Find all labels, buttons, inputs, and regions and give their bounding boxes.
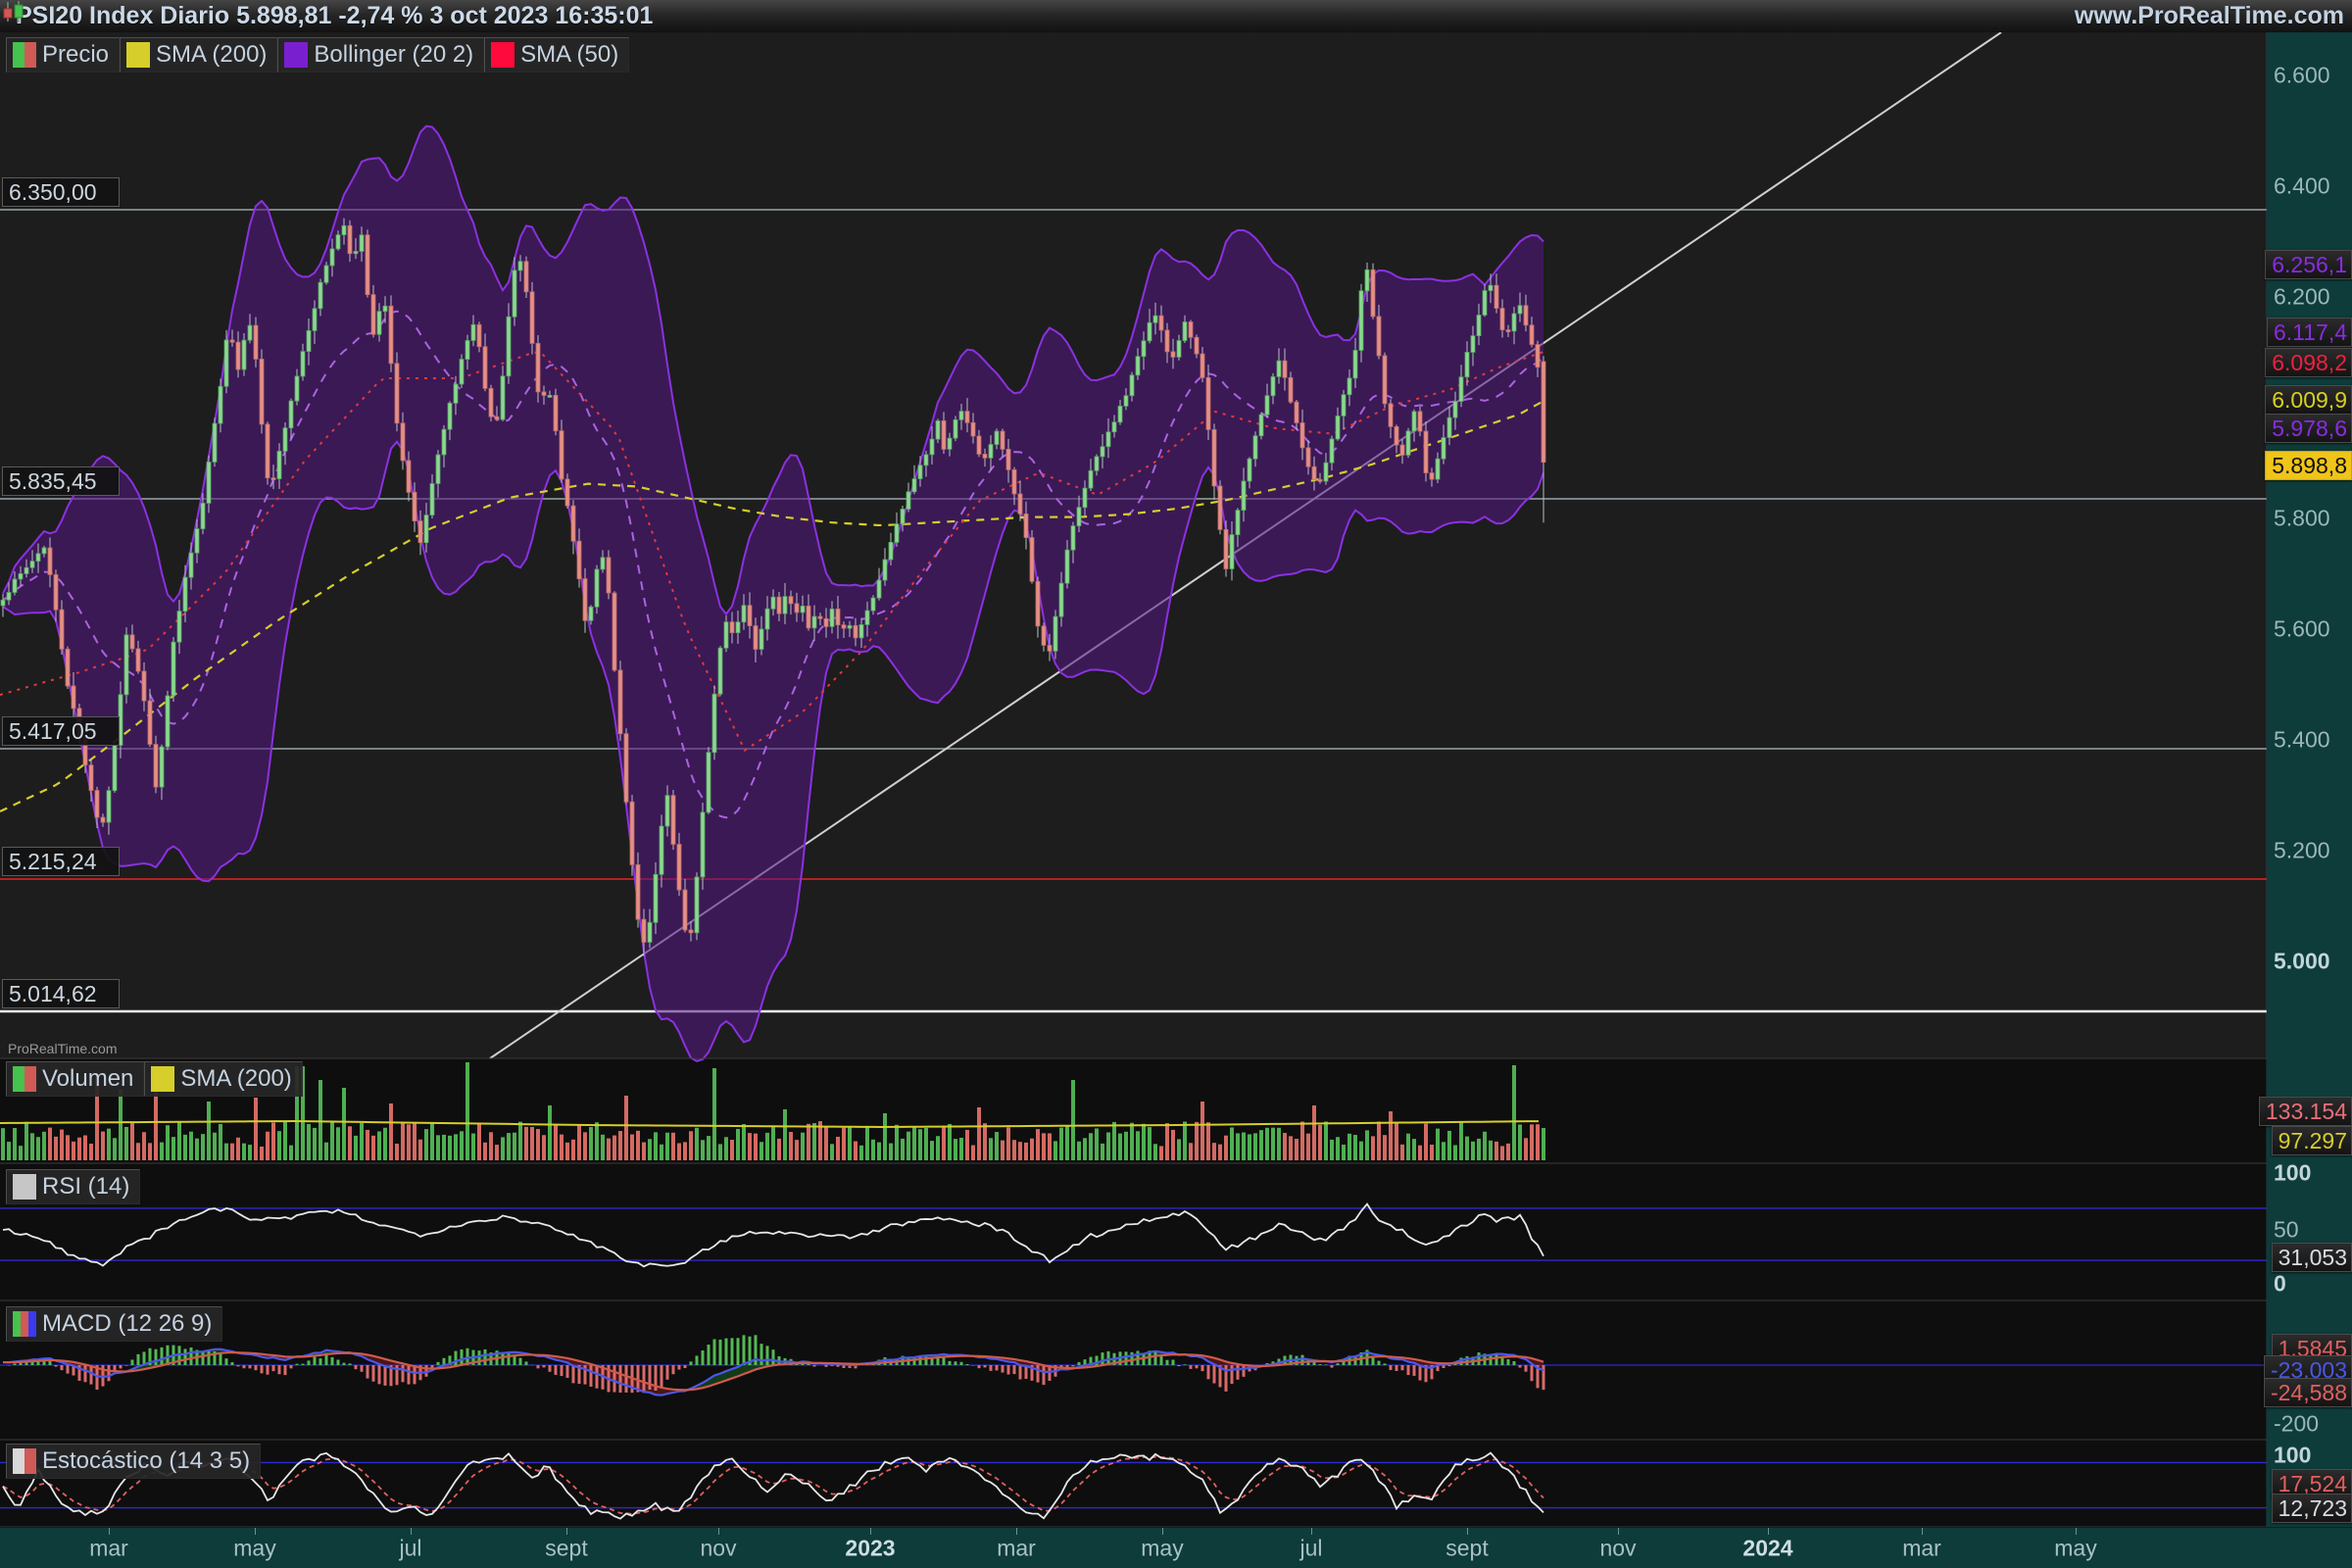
time-axis-tick xyxy=(1618,1528,1619,1535)
instrument-title: PSI20 Index Diario 5.898,81 -2,74 % 3 oc… xyxy=(16,2,654,29)
volume-legend-chip[interactable]: SMA (200) xyxy=(144,1061,303,1097)
time-axis-label: nov xyxy=(1599,1535,1637,1561)
legend-swatch xyxy=(13,1448,36,1474)
indicator-value-tag: 31,053 xyxy=(2271,1243,2352,1272)
price-legend: Precio SMA (200) Bollinger (20 2) SMA (50) xyxy=(6,37,630,73)
price-level-label: 6.350,00 xyxy=(2,177,120,207)
axis-tick-label: 6.400 xyxy=(2274,172,2330,199)
time-axis-label: mar xyxy=(89,1535,128,1561)
legend-label: MACD (12 26 9) xyxy=(42,1310,213,1337)
axis-tick-label: 5.000 xyxy=(2274,948,2330,974)
axis-tick-label: 5.600 xyxy=(2274,615,2330,642)
legend-swatch xyxy=(13,42,36,68)
price-legend-chip[interactable]: Bollinger (20 2) xyxy=(277,37,485,73)
price-tag: 6.098,2 xyxy=(2265,348,2352,377)
axis-tick-label: 5.200 xyxy=(2274,837,2330,863)
time-axis-tick xyxy=(1467,1528,1468,1535)
axis-tick-label: 100 xyxy=(2274,1159,2312,1186)
price-legend-chip[interactable]: Precio xyxy=(6,37,121,73)
legend-label: RSI (14) xyxy=(42,1173,130,1200)
legend-swatch xyxy=(13,1311,36,1337)
time-axis-tick xyxy=(1016,1528,1017,1535)
time-axis-tick xyxy=(870,1528,871,1535)
price-level-label: 5.417,05 xyxy=(2,716,120,746)
legend-swatch xyxy=(151,1066,175,1092)
legend-label: Bollinger (20 2) xyxy=(314,41,474,68)
time-axis-tick xyxy=(566,1528,567,1535)
time-axis-label: mar xyxy=(997,1535,1036,1561)
time-axis-label: sept xyxy=(1446,1535,1489,1561)
price-tag: 6.256,1 xyxy=(2265,250,2352,279)
time-axis-label: may xyxy=(233,1535,276,1561)
price-legend-chip[interactable]: SMA (200) xyxy=(120,37,278,73)
axis-tick-label: 50 xyxy=(2274,1216,2299,1243)
time-axis-tick xyxy=(1162,1528,1163,1535)
time-axis-label: may xyxy=(1141,1535,1184,1561)
title-bar: PSI20 Index Diario 5.898,81 -2,74 % 3 oc… xyxy=(0,0,2352,32)
legend-label: Precio xyxy=(42,41,110,68)
time-axis-label: 2023 xyxy=(845,1535,896,1561)
indicator-value-tag: 97.297 xyxy=(2271,1126,2352,1155)
price-legend-chip[interactable]: SMA (50) xyxy=(484,37,630,73)
watermark: ProRealTime.com xyxy=(8,1041,118,1056)
indicator-value-tag: -24,588 xyxy=(2263,1378,2352,1407)
price-level-label: 5.014,62 xyxy=(2,979,120,1008)
legend-label: SMA (200) xyxy=(156,41,268,68)
time-axis-tick xyxy=(1768,1528,1769,1535)
rsi-legend: RSI (14) xyxy=(6,1169,141,1204)
time-axis-tick xyxy=(255,1528,256,1535)
axis-tick-label: 5.800 xyxy=(2274,505,2330,531)
legend-label: SMA (50) xyxy=(520,41,619,68)
indicator-value-tag: 12,723 xyxy=(2271,1494,2352,1523)
site-link[interactable]: www.ProRealTime.com xyxy=(2074,2,2344,29)
stoch-legend: Estocástico (14 3 5) xyxy=(6,1444,262,1479)
macd-legend: MACD (12 26 9) xyxy=(6,1306,223,1342)
time-axis-label: jul xyxy=(1299,1535,1323,1561)
time-axis-tick xyxy=(411,1528,412,1535)
time-axis-label: mar xyxy=(1902,1535,1941,1561)
price-tag: 5.978,6 xyxy=(2265,414,2352,443)
axis-tick-label: 0 xyxy=(2274,1270,2286,1297)
macd-legend-chip[interactable]: MACD (12 26 9) xyxy=(6,1306,223,1342)
volume-legend: Volumen SMA (200) xyxy=(6,1061,303,1097)
axis-tick-label: 5.400 xyxy=(2274,726,2330,753)
price-level-label: 5.215,24 xyxy=(2,847,120,876)
time-axis-tick xyxy=(109,1528,110,1535)
price-tag: 6.117,4 xyxy=(2266,318,2352,347)
rsi-legend-chip[interactable]: RSI (14) xyxy=(6,1169,141,1204)
legend-label: Estocástico (14 3 5) xyxy=(42,1447,251,1474)
legend-label: SMA (200) xyxy=(180,1065,292,1092)
legend-swatch xyxy=(13,1174,36,1200)
indicator-value-tag: 133.154 xyxy=(2258,1097,2352,1126)
legend-label: Volumen xyxy=(42,1065,134,1092)
time-axis[interactable]: mar may jul sept nov 2023 mar may jul sept nov 2024… xyxy=(0,1527,2352,1568)
axis-tick-label: 100 xyxy=(2274,1442,2312,1468)
time-axis-label: nov xyxy=(700,1535,737,1561)
time-axis-label: 2024 xyxy=(1742,1535,1793,1561)
price-tag: 5.898,8 xyxy=(2265,451,2352,480)
stoch-legend-chip[interactable]: Estocástico (14 3 5) xyxy=(6,1444,262,1479)
legend-swatch xyxy=(126,42,151,68)
axis-tick-label: 6.600 xyxy=(2274,62,2330,88)
price-level-label: 5.835,45 xyxy=(2,466,120,496)
price-tag: 6.009,9 xyxy=(2265,385,2352,415)
price-axis[interactable]: 6.600 6.400 6.200 5.800 5.600 5.400 5.200 5.000… xyxy=(2267,32,2352,1527)
time-axis-tick xyxy=(2076,1528,2077,1535)
axis-tick-label: -200 xyxy=(2274,1410,2320,1437)
time-axis-label: may xyxy=(2054,1535,2097,1561)
legend-swatch xyxy=(284,42,309,68)
volume-legend-chip[interactable]: Volumen xyxy=(6,1061,145,1097)
time-axis-label: jul xyxy=(399,1535,422,1561)
time-axis-tick xyxy=(1311,1528,1312,1535)
time-axis-label: sept xyxy=(545,1535,588,1561)
time-axis-tick xyxy=(718,1528,719,1535)
legend-swatch xyxy=(13,1066,36,1092)
axis-tick-label: 6.200 xyxy=(2274,283,2330,310)
legend-swatch xyxy=(491,42,515,68)
time-axis-tick xyxy=(1922,1528,1923,1535)
